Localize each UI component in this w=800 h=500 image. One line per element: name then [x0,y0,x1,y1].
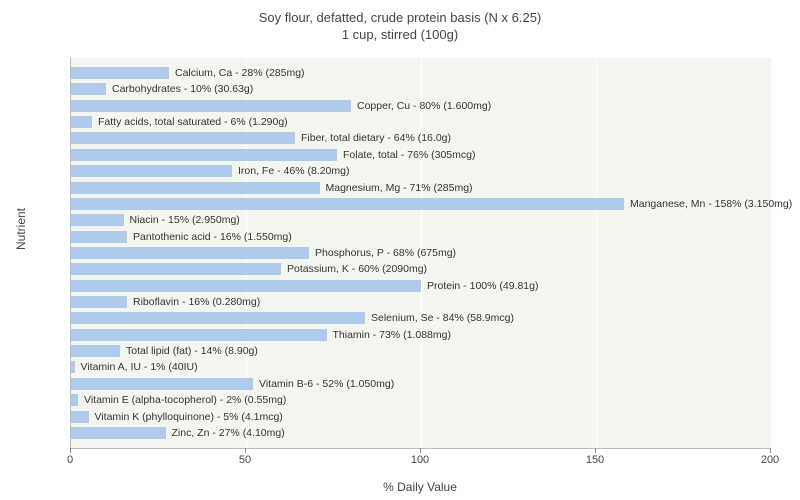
bar [71,263,281,275]
chart-title: Soy flour, defatted, crude protein basis… [0,0,800,44]
bar-row: Niacin - 15% (2.950mg) [71,213,771,227]
bar [71,280,421,292]
bar [71,100,351,112]
bar-label: Thiamin - 73% (1.088mg) [327,328,451,342]
bar-label: Zinc, Zn - 27% (4.10mg) [166,426,285,440]
bar-row: Fiber, total dietary - 64% (16.0g) [71,131,771,145]
bar-label: Protein - 100% (49.81g) [421,279,538,293]
bar-row: Selenium, Se - 84% (58.9mcg) [71,311,771,325]
bar-row: Carbohydrates - 10% (30.63g) [71,82,771,96]
bar [71,231,127,243]
bar-label: Potassium, K - 60% (2090mg) [281,262,427,276]
bar-label: Magnesium, Mg - 71% (285mg) [320,181,473,195]
bar-row: Manganese, Mn - 158% (3.150mg) [71,197,771,211]
bar-row: Vitamin B-6 - 52% (1.050mg) [71,377,771,391]
bar [71,247,309,259]
title-line1: Soy flour, defatted, crude protein basis… [259,10,542,25]
bar [71,296,127,308]
bar-row: Iron, Fe - 46% (8.20mg) [71,164,771,178]
bar-label: Folate, total - 76% (305mcg) [337,148,475,162]
x-tick [245,448,246,453]
bar-row: Pantothenic acid - 16% (1.550mg) [71,230,771,244]
bar-label: Vitamin A, IU - 1% (40IU) [75,360,198,374]
bar-label: Selenium, Se - 84% (58.9mcg) [365,311,514,325]
bar [71,149,337,161]
bar-label: Copper, Cu - 80% (1.600mg) [351,99,491,113]
bar [71,214,124,226]
x-tick [420,448,421,453]
bar-label: Phosphorus, P - 68% (675mg) [309,246,456,260]
bar-row: Total lipid (fat) - 14% (8.90g) [71,344,771,358]
bar-row: Vitamin K (phylloquinone) - 5% (4.1mcg) [71,410,771,424]
bar-row: Riboflavin - 16% (0.280mg) [71,295,771,309]
bar [71,394,78,406]
bar-label: Calcium, Ca - 28% (285mg) [169,66,305,80]
x-axis-label: % Daily Value [70,480,770,494]
x-tick-label: 50 [239,454,251,466]
title-line2: 1 cup, stirred (100g) [342,27,458,42]
bar [71,132,295,144]
bar-row: Potassium, K - 60% (2090mg) [71,262,771,276]
bar [71,411,89,423]
bars-group: Calcium, Ca - 28% (285mg) Carbohydrates -… [71,66,771,440]
y-axis-label: Nutrient [14,208,28,250]
bar [71,378,253,390]
bar-row: Folate, total - 76% (305mcg) [71,148,771,162]
bar-row: Thiamin - 73% (1.088mg) [71,328,771,342]
bar-row: Calcium, Ca - 28% (285mg) [71,66,771,80]
bar-label: Manganese, Mn - 158% (3.150mg) [624,197,792,211]
gridline [771,58,772,448]
bar-label: Iron, Fe - 46% (8.20mg) [232,164,349,178]
x-tick-label: 100 [411,454,429,466]
x-tick-label: 150 [586,454,604,466]
chart-container: Soy flour, defatted, crude protein basis… [0,0,800,500]
x-tick [595,448,596,453]
bar-label: Carbohydrates - 10% (30.63g) [106,82,253,96]
bar-row: Magnesium, Mg - 71% (285mg) [71,181,771,195]
bar [71,182,320,194]
bar [71,329,327,341]
x-tick-label: 200 [761,454,779,466]
bar-label: Vitamin E (alpha-tocopherol) - 2% (0.55m… [78,393,286,407]
bar [71,116,92,128]
bar-row: Protein - 100% (49.81g) [71,279,771,293]
x-tick [70,448,71,453]
bar-row: Vitamin E (alpha-tocopherol) - 2% (0.55m… [71,393,771,407]
bar-label: Fiber, total dietary - 64% (16.0g) [295,131,451,145]
bar [71,427,166,439]
bar-label: Vitamin B-6 - 52% (1.050mg) [253,377,394,391]
x-tick [770,448,771,453]
bar-label: Vitamin K (phylloquinone) - 5% (4.1mcg) [89,410,283,424]
bar-row: Zinc, Zn - 27% (4.10mg) [71,426,771,440]
bar-row: Phosphorus, P - 68% (675mg) [71,246,771,260]
bar-label: Riboflavin - 16% (0.280mg) [127,295,260,309]
x-tick-label: 0 [67,454,73,466]
bar-row: Vitamin A, IU - 1% (40IU) [71,360,771,374]
bar-label: Fatty acids, total saturated - 6% (1.290… [92,115,288,129]
bar-label: Total lipid (fat) - 14% (8.90g) [120,344,258,358]
bar-label: Pantothenic acid - 16% (1.550mg) [127,230,292,244]
bar-label: Niacin - 15% (2.950mg) [124,213,240,227]
bar [71,83,106,95]
plot-area: Calcium, Ca - 28% (285mg) Carbohydrates -… [70,58,771,449]
bar [71,312,365,324]
bar [71,345,120,357]
bar-row: Copper, Cu - 80% (1.600mg) [71,99,771,113]
bar [71,165,232,177]
bar-row: Fatty acids, total saturated - 6% (1.290… [71,115,771,129]
bar [71,67,169,79]
bar [71,198,624,210]
